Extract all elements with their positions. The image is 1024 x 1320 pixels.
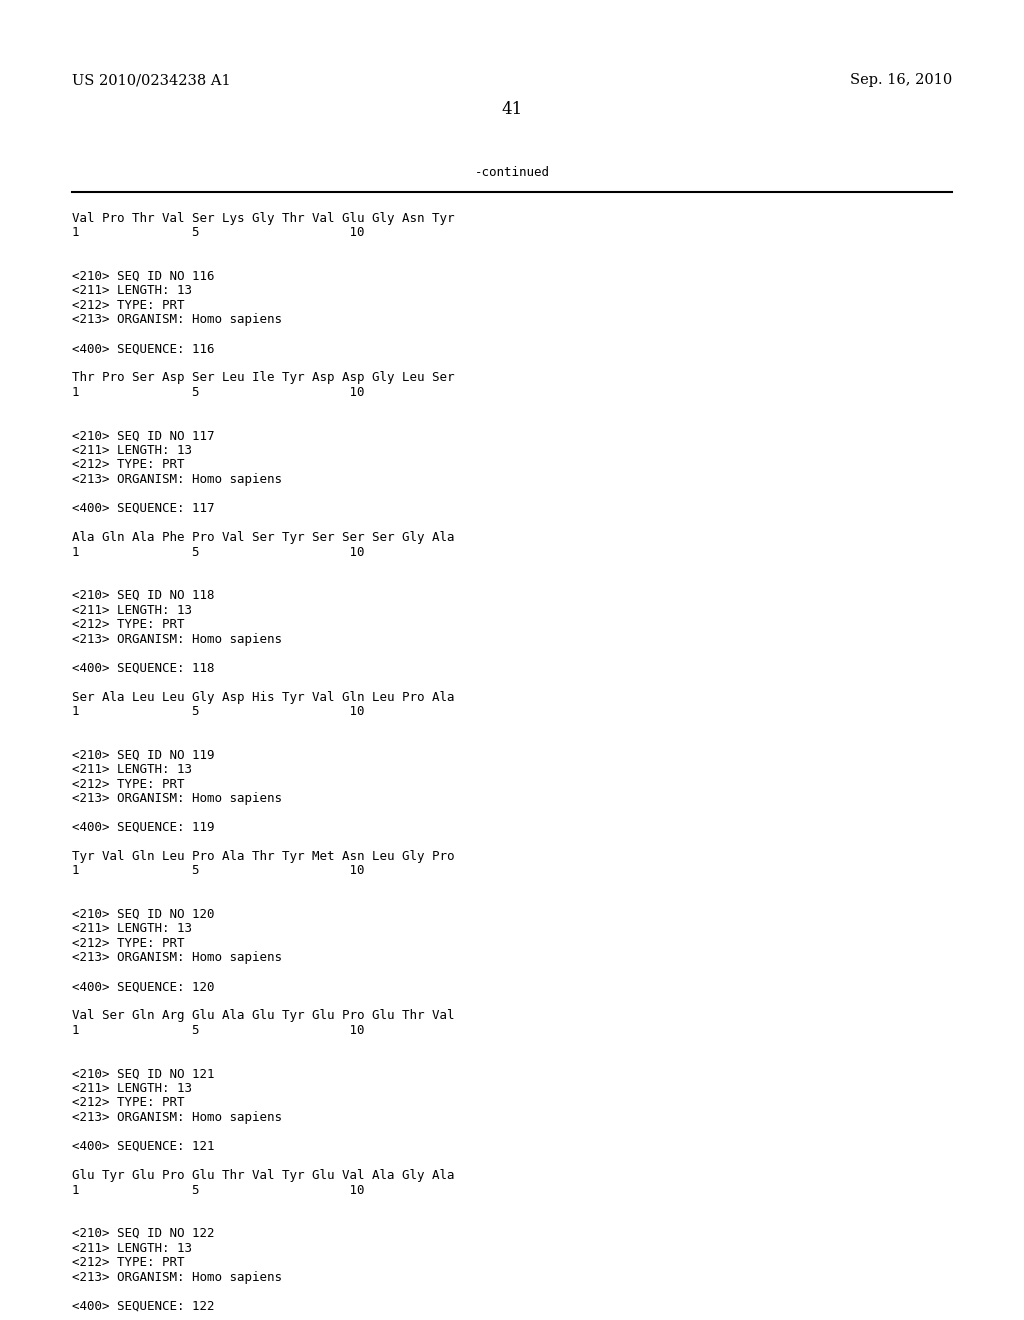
Text: <212> TYPE: PRT: <212> TYPE: PRT: [72, 618, 184, 631]
Text: <213> ORGANISM: Homo sapiens: <213> ORGANISM: Homo sapiens: [72, 314, 282, 326]
Text: 1               5                    10: 1 5 10: [72, 385, 365, 399]
Text: <211> LENGTH: 13: <211> LENGTH: 13: [72, 763, 193, 776]
Text: 1               5                    10: 1 5 10: [72, 705, 365, 718]
Text: <400> SEQUENCE: 118: <400> SEQUENCE: 118: [72, 661, 214, 675]
Text: <213> ORGANISM: Homo sapiens: <213> ORGANISM: Homo sapiens: [72, 952, 282, 965]
Text: <211> LENGTH: 13: <211> LENGTH: 13: [72, 1242, 193, 1254]
Text: <213> ORGANISM: Homo sapiens: <213> ORGANISM: Homo sapiens: [72, 1111, 282, 1125]
Text: 1               5                    10: 1 5 10: [72, 1184, 365, 1196]
Text: <211> LENGTH: 13: <211> LENGTH: 13: [72, 603, 193, 616]
Text: <212> TYPE: PRT: <212> TYPE: PRT: [72, 1097, 184, 1110]
Text: <210> SEQ ID NO 116: <210> SEQ ID NO 116: [72, 271, 214, 282]
Text: <400> SEQUENCE: 117: <400> SEQUENCE: 117: [72, 502, 214, 515]
Text: <211> LENGTH: 13: <211> LENGTH: 13: [72, 923, 193, 936]
Text: <400> SEQUENCE: 121: <400> SEQUENCE: 121: [72, 1140, 214, 1152]
Text: <210> SEQ ID NO 120: <210> SEQ ID NO 120: [72, 908, 214, 921]
Text: <213> ORGANISM: Homo sapiens: <213> ORGANISM: Homo sapiens: [72, 473, 282, 486]
Text: <211> LENGTH: 13: <211> LENGTH: 13: [72, 285, 193, 297]
Text: 1               5                    10: 1 5 10: [72, 865, 365, 878]
Text: <211> LENGTH: 13: <211> LENGTH: 13: [72, 1082, 193, 1096]
Text: 1               5                    10: 1 5 10: [72, 545, 365, 558]
Text: US 2010/0234238 A1: US 2010/0234238 A1: [72, 73, 230, 87]
Text: Glu Tyr Glu Pro Glu Thr Val Tyr Glu Val Ala Gly Ala: Glu Tyr Glu Pro Glu Thr Val Tyr Glu Val …: [72, 1170, 455, 1181]
Text: <210> SEQ ID NO 122: <210> SEQ ID NO 122: [72, 1228, 214, 1239]
Text: <212> TYPE: PRT: <212> TYPE: PRT: [72, 937, 184, 950]
Text: <210> SEQ ID NO 117: <210> SEQ ID NO 117: [72, 429, 214, 442]
Text: Ser Ala Leu Leu Gly Asp His Tyr Val Gln Leu Pro Ala: Ser Ala Leu Leu Gly Asp His Tyr Val Gln …: [72, 690, 455, 704]
Text: 41: 41: [502, 102, 522, 119]
Text: Thr Pro Ser Asp Ser Leu Ile Tyr Asp Asp Gly Leu Ser: Thr Pro Ser Asp Ser Leu Ile Tyr Asp Asp …: [72, 371, 455, 384]
Text: Sep. 16, 2010: Sep. 16, 2010: [850, 73, 952, 87]
Text: -continued: -continued: [474, 165, 550, 178]
Text: <400> SEQUENCE: 120: <400> SEQUENCE: 120: [72, 981, 214, 994]
Text: <213> ORGANISM: Homo sapiens: <213> ORGANISM: Homo sapiens: [72, 1270, 282, 1283]
Text: <212> TYPE: PRT: <212> TYPE: PRT: [72, 1257, 184, 1269]
Text: Ala Gln Ala Phe Pro Val Ser Tyr Ser Ser Ser Gly Ala: Ala Gln Ala Phe Pro Val Ser Tyr Ser Ser …: [72, 531, 455, 544]
Text: <400> SEQUENCE: 119: <400> SEQUENCE: 119: [72, 821, 214, 834]
Text: <212> TYPE: PRT: <212> TYPE: PRT: [72, 300, 184, 312]
Text: Val Pro Thr Val Ser Lys Gly Thr Val Glu Gly Asn Tyr: Val Pro Thr Val Ser Lys Gly Thr Val Glu …: [72, 213, 455, 224]
Text: Tyr Val Gln Leu Pro Ala Thr Tyr Met Asn Leu Gly Pro: Tyr Val Gln Leu Pro Ala Thr Tyr Met Asn …: [72, 850, 455, 863]
Text: <210> SEQ ID NO 121: <210> SEQ ID NO 121: [72, 1068, 214, 1081]
Text: <211> LENGTH: 13: <211> LENGTH: 13: [72, 444, 193, 457]
Text: <210> SEQ ID NO 118: <210> SEQ ID NO 118: [72, 589, 214, 602]
Text: <212> TYPE: PRT: <212> TYPE: PRT: [72, 777, 184, 791]
Text: <213> ORGANISM: Homo sapiens: <213> ORGANISM: Homo sapiens: [72, 792, 282, 805]
Text: Val Ser Gln Arg Glu Ala Glu Tyr Glu Pro Glu Thr Val: Val Ser Gln Arg Glu Ala Glu Tyr Glu Pro …: [72, 1010, 455, 1023]
Text: <212> TYPE: PRT: <212> TYPE: PRT: [72, 458, 184, 471]
Text: <400> SEQUENCE: 116: <400> SEQUENCE: 116: [72, 342, 214, 355]
Text: <400> SEQUENCE: 122: <400> SEQUENCE: 122: [72, 1299, 214, 1312]
Text: <213> ORGANISM: Homo sapiens: <213> ORGANISM: Homo sapiens: [72, 632, 282, 645]
Text: <210> SEQ ID NO 119: <210> SEQ ID NO 119: [72, 748, 214, 762]
Text: 1               5                    10: 1 5 10: [72, 1024, 365, 1038]
Text: 1               5                    10: 1 5 10: [72, 227, 365, 239]
